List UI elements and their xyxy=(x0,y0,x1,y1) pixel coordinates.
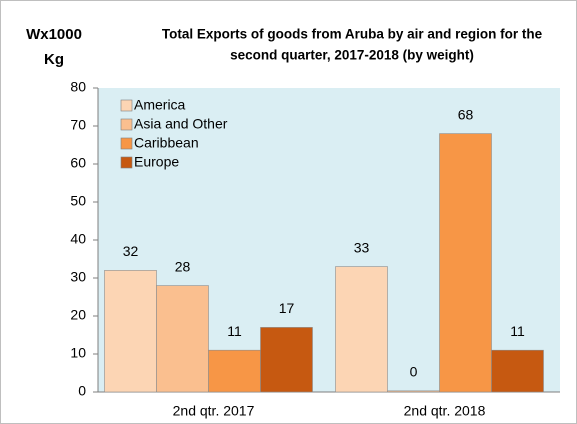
legend-swatch xyxy=(120,118,133,131)
bar xyxy=(208,349,261,393)
legend-label: Asia and Other xyxy=(134,116,228,132)
bar xyxy=(260,327,313,393)
bar xyxy=(104,270,157,393)
y-axis-label: Wx1000 xyxy=(26,26,82,43)
y-tick-label: 0 xyxy=(78,383,86,399)
data-label: 68 xyxy=(458,106,474,122)
chart-title: second quarter, 2017-2018 (by weight) xyxy=(230,48,474,63)
legend-swatch xyxy=(120,99,133,112)
chart-title: Total Exports of goods from Aruba by air… xyxy=(162,27,543,42)
y-tick-label: 40 xyxy=(70,231,86,247)
data-label: 28 xyxy=(175,258,191,274)
data-label: 17 xyxy=(279,300,295,316)
x-tick-label: 2nd qtr. 2018 xyxy=(404,403,486,419)
legend-label: Caribbean xyxy=(134,135,199,151)
legend-swatch xyxy=(120,156,133,169)
bar xyxy=(387,390,440,393)
y-tick-label: 70 xyxy=(70,117,86,133)
bar xyxy=(335,266,388,393)
data-label: 11 xyxy=(510,323,525,339)
data-label: 32 xyxy=(123,243,139,259)
y-tick-label: 50 xyxy=(70,193,86,209)
x-tick-label: 2nd qtr. 2017 xyxy=(173,403,255,419)
legend-label: Europe xyxy=(134,154,179,170)
legend-label: America xyxy=(134,97,186,113)
data-label: 11 xyxy=(227,323,242,339)
y-tick-label: 20 xyxy=(70,307,86,323)
y-tick-label: 10 xyxy=(70,345,86,361)
data-label: 33 xyxy=(354,239,370,255)
bar xyxy=(491,349,544,393)
legend-swatch xyxy=(120,137,133,150)
y-axis-label: Kg xyxy=(44,51,64,68)
data-label: 0 xyxy=(410,364,418,380)
y-tick-label: 60 xyxy=(70,155,86,171)
bar xyxy=(439,133,492,393)
y-tick-label: 80 xyxy=(70,79,86,95)
bar xyxy=(156,285,209,393)
y-tick-label: 30 xyxy=(70,269,86,285)
